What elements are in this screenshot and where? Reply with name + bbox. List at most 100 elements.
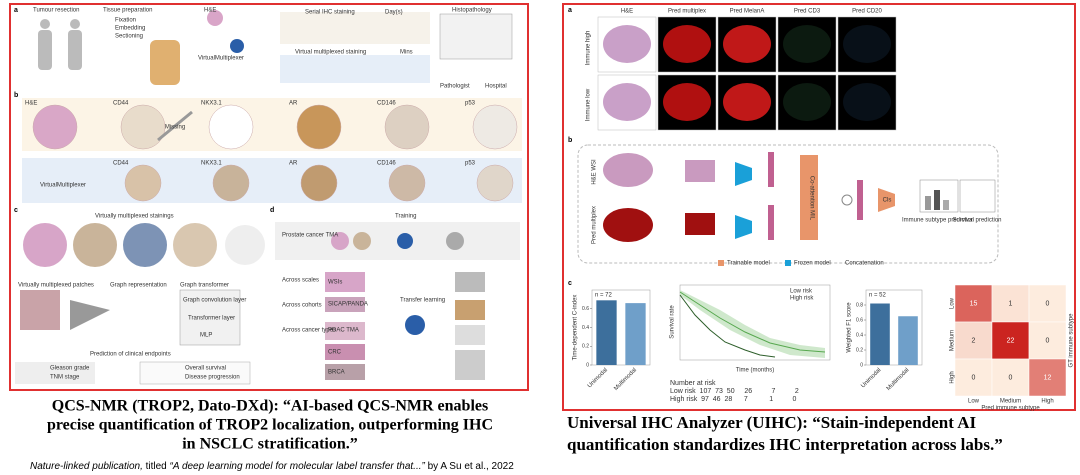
cell-label: 22 — [1007, 337, 1015, 344]
label: VirtualMultiplexer — [40, 183, 86, 189]
label: Sectioning — [115, 34, 143, 40]
stain-label: CD44 — [113, 101, 129, 107]
cell-label: 0 — [1046, 337, 1050, 344]
cell-label: 15 — [970, 300, 978, 307]
source-line: Nature-linked publication, titled “A dee… — [30, 461, 514, 472]
y-tick-label: Low — [950, 297, 956, 309]
stain-label: H&E — [25, 101, 37, 107]
stain-label: p53 — [465, 161, 476, 167]
stain-label: p53 — [465, 101, 476, 107]
y-tick-label: 0.4 — [856, 332, 863, 338]
cell-label: 1 — [1009, 300, 1013, 307]
y-tick-label: 0.2 — [582, 344, 589, 350]
label: Prostate cancer TMA — [282, 233, 338, 239]
label: Serial IHC staining — [305, 10, 355, 16]
y-tick-label: High — [950, 371, 956, 383]
wsi-tissue — [843, 83, 891, 121]
right-figure: a H&E Pred multiplex Pred MelanA Pred CD3 Pr… — [562, 3, 1076, 412]
plot-frame — [865, 289, 923, 366]
wsi-tissue — [723, 83, 771, 121]
legend-label: Frozen model — [794, 261, 831, 267]
label: Virtually multiplexed patches — [18, 283, 94, 289]
tissue — [32, 104, 78, 150]
label: Tissue preparation — [103, 8, 152, 14]
y-tick-label: Medium — [950, 330, 956, 351]
wsi-tissue — [783, 83, 831, 121]
tissue — [120, 104, 166, 150]
heat-cell — [991, 284, 1030, 323]
label: Co-attention MIL — [808, 176, 814, 221]
ihc-strip — [280, 12, 430, 44]
column-header: Pred CD20 — [852, 9, 882, 15]
x-tick-label: Medium — [1000, 399, 1021, 405]
label: TNM stage — [50, 375, 80, 381]
heat-cell — [1028, 284, 1067, 323]
legend-label: Concatenation — [845, 261, 884, 267]
stain-row: H&E CD44 CD44 NKX3.1 NKX3.1 AR AR CD146 CD146 p53… — [25, 101, 518, 202]
label: BRCA — [328, 370, 345, 376]
left-figure: a Tumour resection Tissue preparation Fi… — [9, 3, 529, 391]
label: Transfer learning — [400, 298, 445, 304]
x-tick-label: High — [1041, 399, 1053, 405]
tissue — [296, 104, 342, 150]
wsi-tissue — [663, 83, 711, 121]
label: Pred multiplex — [592, 206, 598, 244]
missing-slash — [157, 110, 193, 142]
source-part: “A deep learning model for molecular lab… — [170, 461, 426, 472]
heat-cell — [1028, 358, 1067, 397]
source-part: titled — [143, 461, 170, 472]
stain-label: CD146 — [377, 161, 396, 167]
label: VirtualMultiplexer — [198, 56, 244, 62]
label: Prediction of clinical endpoints — [90, 352, 171, 358]
column-header: Pred MelanA — [730, 9, 765, 15]
label: Overall survival — [185, 366, 226, 372]
label: Virtual multiplexed staining — [295, 50, 366, 56]
panel-letter: a — [14, 7, 18, 14]
slide-icon — [207, 10, 223, 26]
ihc-row — [22, 98, 522, 151]
people-icon — [38, 19, 82, 70]
virtual-row — [22, 158, 522, 203]
label: Training — [395, 214, 416, 220]
y-tick-label: 0.6 — [856, 317, 863, 323]
virtual-strip — [280, 55, 430, 83]
panel-letter: b — [568, 137, 572, 144]
tissue — [388, 164, 426, 202]
caption-line: quantification standardizes IHC interpre… — [567, 435, 1003, 454]
label: Virtually multiplexed stainings — [95, 214, 174, 220]
label: Graph convolution layer — [183, 298, 246, 304]
axis-label: Time-dependent C-index — [573, 295, 579, 361]
wsi-tissue — [723, 25, 771, 63]
model-icon — [230, 39, 244, 53]
heat-cell — [954, 321, 993, 360]
wsi-grid: H&E Pred multiplex Pred MelanA Pred CD3 Pred… — [597, 9, 897, 131]
panel-letter: c — [14, 207, 18, 214]
label: PDAC TMA — [328, 328, 359, 334]
monitor-icon — [439, 13, 513, 60]
label: Gleason grade — [50, 366, 90, 372]
axis-label: Pred immune subtype — [981, 406, 1040, 412]
tissue — [212, 164, 250, 202]
label: H&E — [204, 8, 216, 14]
wsi-tissue — [603, 25, 651, 63]
caption-line: in NSCLC stratification.” — [182, 436, 358, 453]
bar — [898, 316, 918, 365]
label: Disease progression — [185, 375, 240, 381]
label: Across cohorts — [282, 303, 322, 309]
stain-label: AR — [289, 101, 298, 107]
y-tick-label: 0.4 — [582, 325, 589, 331]
panel-letter: d — [270, 207, 274, 214]
legend-label: High risk — [790, 296, 814, 302]
label: Day(s) — [385, 10, 403, 16]
risk-title: Number at risk — [670, 380, 716, 387]
n-label: n = 72 — [595, 293, 613, 299]
caption-line: precise quantification of TROP2 localiza… — [47, 417, 493, 434]
label: Tumour resection — [33, 8, 79, 14]
cell-label: 12 — [1044, 374, 1052, 381]
tissue — [300, 164, 338, 202]
tissue — [208, 104, 254, 150]
row-label: Immune high — [586, 31, 592, 66]
missing-label: Missing — [165, 125, 185, 131]
n-label: n = 52 — [869, 293, 887, 299]
